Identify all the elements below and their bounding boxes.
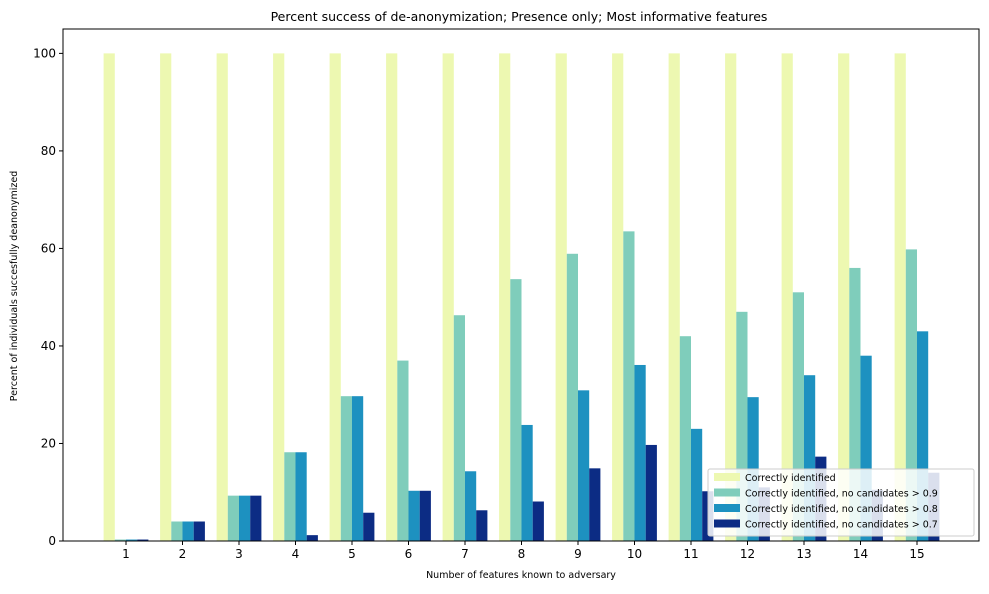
bar-series-4-cat-1	[137, 539, 149, 541]
x-tick-label: 14	[853, 547, 868, 561]
bar-series-3-cat-13	[804, 375, 816, 541]
bar-series-4-cat-9	[589, 468, 601, 541]
bar-series-2-cat-15	[905, 249, 917, 541]
x-tick-label: 4	[292, 547, 300, 561]
bar-series-1-cat-9	[555, 53, 567, 541]
y-tick-label: 0	[48, 534, 56, 548]
bar-series-2-cat-12	[736, 311, 748, 541]
bar-series-4-cat-4	[306, 535, 318, 541]
bar-series-2-cat-11	[679, 336, 691, 541]
bar-series-2-cat-13	[792, 292, 804, 541]
x-tick-label: 11	[683, 547, 698, 561]
legend-swatch-1	[714, 473, 740, 481]
legend-label-2: Correctly identified, no candidates > 0.…	[745, 489, 938, 500]
bar-series-3-cat-15	[917, 331, 929, 541]
bar-series-2-cat-14	[849, 267, 861, 541]
bar-series-3-cat-7	[465, 471, 477, 541]
x-tick-label: 13	[796, 547, 811, 561]
bar-series-1-cat-7	[442, 53, 454, 541]
legend-swatch-3	[714, 504, 740, 512]
bar-series-1-cat-3	[216, 53, 228, 541]
bar-series-1-cat-11	[668, 53, 680, 541]
bar-series-1-cat-13	[781, 53, 793, 541]
bar-series-3-cat-14	[860, 355, 872, 541]
bar-series-3-cat-3	[239, 495, 251, 541]
x-tick-label: 15	[909, 547, 924, 561]
bar-series-1-cat-12	[725, 53, 737, 541]
bars-layer	[103, 53, 940, 542]
bar-series-1-cat-2	[160, 53, 172, 541]
y-axis: 0 20 40 60 80 100	[33, 46, 63, 548]
bar-series-3-cat-1	[126, 539, 138, 541]
bar-series-1-cat-10	[612, 53, 624, 541]
legend-label-1: Correctly identified	[745, 473, 836, 484]
bar-series-3-cat-6	[408, 490, 420, 541]
bar-series-3-cat-9	[578, 390, 590, 541]
chart-title: Percent success of de-anonymization; Pre…	[271, 9, 768, 24]
y-tick-label: 80	[41, 144, 56, 158]
bar-series-4-cat-10	[645, 444, 657, 541]
bar-series-3-cat-4	[295, 452, 307, 541]
bar-series-3-cat-2	[182, 521, 194, 541]
x-tick-label: 10	[627, 547, 642, 561]
x-tick-label: 1	[122, 547, 130, 561]
bar-series-2-cat-10	[623, 231, 635, 542]
bar-series-1-cat-1	[103, 53, 115, 541]
legend-label-3: Correctly identified, no candidates > 0.…	[745, 504, 938, 515]
bar-series-1-cat-6	[386, 53, 398, 541]
x-tick-label: 12	[740, 547, 755, 561]
x-tick-label: 6	[405, 547, 413, 561]
y-tick-label: 20	[41, 436, 56, 450]
y-tick-label: 100	[33, 46, 56, 60]
x-tick-label: 8	[518, 547, 526, 561]
bar-series-2-cat-7	[453, 315, 465, 541]
bar-series-3-cat-10	[634, 364, 646, 541]
x-tick-label: 5	[348, 547, 356, 561]
bar-series-1-cat-8	[499, 53, 511, 541]
bar-series-2-cat-8	[510, 279, 522, 541]
bar-series-4-cat-7	[476, 510, 488, 541]
bar-series-2-cat-6	[397, 360, 409, 541]
legend-label-4: Correctly identified, no candidates > 0.…	[745, 520, 938, 531]
bar-series-2-cat-1	[114, 539, 126, 541]
bar-series-2-cat-4	[284, 452, 296, 541]
bar-series-2-cat-9	[566, 253, 578, 542]
x-axis: 1 2 3 4 5 6 7 8 9 10 11 12 13 14 15	[122, 541, 925, 561]
y-tick-label: 40	[41, 339, 56, 353]
bar-series-3-cat-5	[352, 396, 364, 541]
legend-box	[707, 468, 975, 537]
bar-series-4-cat-8	[532, 501, 544, 541]
bar-series-3-cat-8	[521, 424, 533, 541]
y-tick-label: 60	[41, 241, 56, 255]
legend: Correctly identified Correctly identified…	[707, 468, 975, 537]
bar-series-1-cat-5	[329, 53, 341, 541]
bar-series-1-cat-15	[894, 53, 906, 541]
y-axis-label: Percent of individuals succesfully deano…	[9, 171, 20, 401]
bar-series-1-cat-4	[273, 53, 285, 541]
bar-series-4-cat-6	[419, 490, 431, 541]
bar-series-2-cat-5	[340, 396, 352, 541]
x-tick-label: 9	[574, 547, 582, 561]
bar-series-4-cat-3	[250, 495, 262, 541]
legend-swatch-2	[714, 488, 740, 497]
bar-series-4-cat-5	[363, 512, 375, 541]
x-tick-label: 3	[235, 547, 243, 561]
legend-swatch-4	[714, 519, 740, 528]
x-axis-label: Number of features known to adversary	[426, 570, 616, 581]
bar-series-2-cat-2	[171, 521, 183, 541]
x-tick-label: 7	[461, 547, 469, 561]
bar-series-1-cat-14	[838, 53, 850, 541]
bar-series-4-cat-2	[193, 521, 205, 541]
bar-series-2-cat-3	[227, 495, 239, 541]
x-tick-label: 2	[179, 547, 187, 561]
bar-series-3-cat-11	[691, 428, 703, 541]
